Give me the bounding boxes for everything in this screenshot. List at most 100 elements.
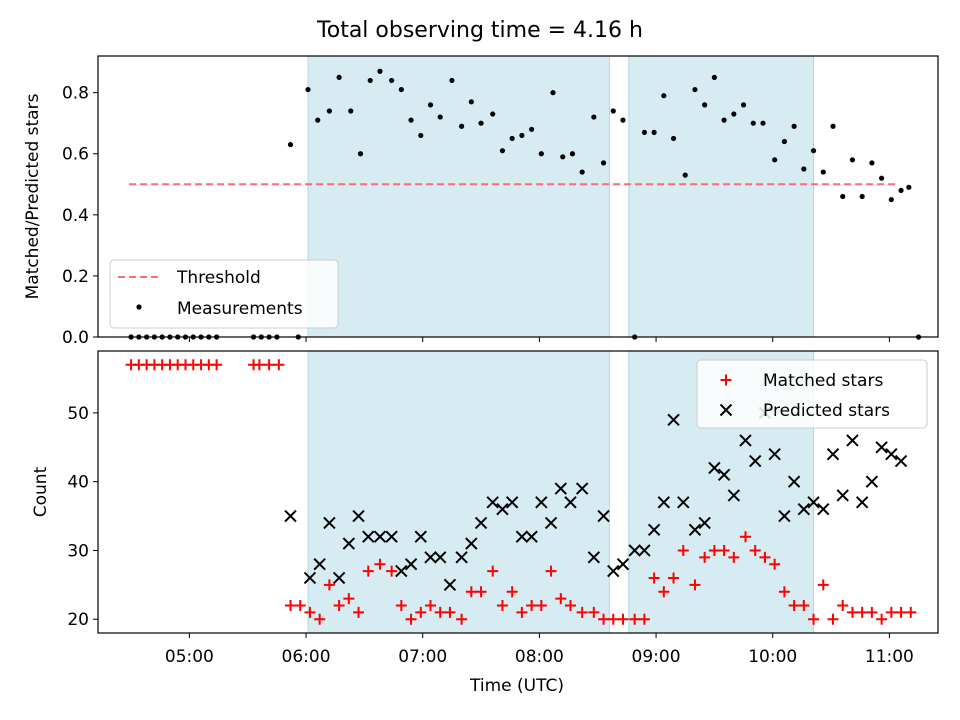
legend-threshold-label: Threshold bbox=[176, 268, 261, 288]
x-tick-label: 06:00 bbox=[282, 647, 331, 667]
measurement-point bbox=[760, 120, 766, 126]
matched-star-point bbox=[405, 613, 417, 625]
series-matched-stars bbox=[125, 359, 917, 625]
matched-star-point bbox=[885, 606, 897, 618]
series-measurements bbox=[128, 68, 922, 340]
predicted-star-point bbox=[373, 530, 387, 543]
predicted-star-point bbox=[443, 578, 457, 592]
matched-star-point bbox=[617, 613, 629, 625]
matched-star-point bbox=[456, 613, 468, 625]
matched-star-point bbox=[343, 593, 355, 605]
y-tick-label: 40 bbox=[67, 473, 89, 493]
legend-predicted-label: Predicted stars bbox=[763, 401, 890, 421]
measurement-point bbox=[820, 169, 826, 175]
matched-star-point bbox=[506, 586, 518, 598]
measurement-point bbox=[869, 160, 875, 166]
predicted-star-point bbox=[385, 530, 398, 543]
predicted-star-point bbox=[424, 551, 437, 564]
matched-star-point bbox=[769, 558, 781, 570]
predicted-star-point bbox=[323, 516, 336, 530]
measurement-point bbox=[367, 77, 373, 84]
predicted-star-point bbox=[303, 571, 317, 585]
y-tick-label: 0.2 bbox=[62, 267, 89, 287]
predicted-star-point bbox=[677, 496, 690, 509]
matched-star-point bbox=[876, 613, 888, 625]
measurement-point bbox=[326, 108, 332, 114]
matched-star-point bbox=[555, 593, 567, 605]
matched-star-point bbox=[798, 599, 810, 611]
matched-star-point bbox=[629, 613, 641, 625]
measurement-point bbox=[670, 135, 677, 142]
predicted-star-point bbox=[846, 434, 859, 447]
measurement-point bbox=[888, 196, 894, 203]
measurement-point bbox=[348, 108, 354, 114]
predicted-star-point bbox=[698, 516, 711, 530]
y-tick-label: 0.8 bbox=[62, 84, 89, 104]
predicted-star-point bbox=[749, 454, 762, 468]
predicted-star-point bbox=[778, 509, 791, 523]
predicted-star-point bbox=[434, 551, 447, 564]
predicted-star-point bbox=[414, 530, 427, 543]
predicted-star-point bbox=[515, 530, 529, 543]
matched-star-point bbox=[689, 579, 701, 591]
predicted-star-point bbox=[313, 558, 326, 571]
predicted-star-point bbox=[554, 482, 567, 495]
predicted-star-point bbox=[727, 489, 741, 502]
measurement-point bbox=[859, 193, 865, 200]
matched-star-point bbox=[314, 613, 326, 625]
measurement-point bbox=[750, 120, 756, 126]
matched-star-point bbox=[565, 599, 576, 611]
matched-star-point bbox=[808, 613, 820, 625]
predicted-star-point bbox=[455, 551, 468, 564]
measurement-point bbox=[569, 151, 576, 157]
matched-star-point bbox=[465, 586, 477, 598]
predicted-star-point bbox=[807, 496, 820, 509]
x-tick-label: 09:00 bbox=[632, 647, 681, 667]
measurement-point bbox=[579, 169, 585, 175]
matched-star-point bbox=[638, 613, 650, 625]
legend-box bbox=[696, 359, 928, 429]
matched-star-point bbox=[333, 599, 345, 611]
matched-star-point bbox=[817, 579, 829, 591]
measurement-point bbox=[560, 154, 566, 160]
predicted-star-point bbox=[332, 571, 346, 585]
matched-star-point bbox=[788, 599, 800, 611]
predicted-star-point bbox=[667, 413, 680, 426]
matched-star-point bbox=[475, 586, 487, 598]
matched-star-point bbox=[285, 599, 296, 611]
measurement-point bbox=[711, 74, 717, 80]
measurement-point bbox=[781, 138, 787, 145]
measurement-point bbox=[519, 132, 525, 139]
measurement-point bbox=[468, 99, 474, 105]
measurement-point bbox=[408, 117, 414, 123]
y-axis-label: Matched/Predicted stars bbox=[23, 93, 43, 299]
measurement-point bbox=[791, 123, 797, 129]
legend: Threshold Measurements bbox=[109, 259, 339, 329]
measurement-point bbox=[682, 172, 688, 178]
measurement-point bbox=[810, 148, 817, 154]
measurement-point bbox=[287, 141, 294, 148]
measurement-point bbox=[898, 187, 904, 193]
matched-star-point bbox=[827, 613, 839, 625]
measurement-point bbox=[315, 117, 321, 123]
measurement-point bbox=[478, 120, 484, 126]
measurement-point bbox=[538, 151, 544, 157]
measurement-point bbox=[357, 151, 364, 157]
predicted-star-point bbox=[535, 496, 548, 509]
matched-star-point bbox=[545, 565, 557, 577]
matched-star-point bbox=[294, 599, 306, 611]
plot-frame bbox=[97, 55, 939, 338]
predicted-star-point bbox=[688, 523, 702, 537]
observing-interval-band-1 bbox=[307, 350, 610, 634]
matched-star-point bbox=[516, 606, 528, 618]
measurement-point bbox=[740, 102, 747, 108]
matched-star-point bbox=[487, 565, 499, 577]
matched-star-point bbox=[526, 599, 538, 611]
predicted-star-point bbox=[817, 502, 830, 516]
measurement-point bbox=[641, 129, 647, 135]
predicted-star-point bbox=[787, 475, 801, 488]
predicted-star-point bbox=[875, 441, 888, 454]
matched-star-point bbox=[588, 606, 600, 618]
predicted-star-point bbox=[797, 502, 811, 516]
